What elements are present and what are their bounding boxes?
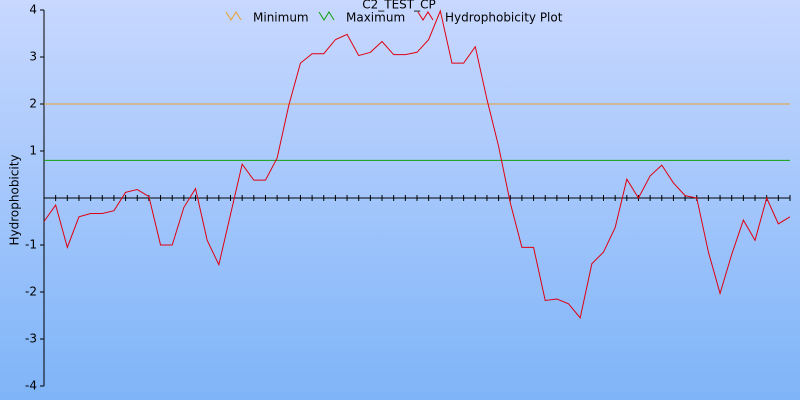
y-tick-label: -1 [25, 238, 37, 252]
legend-label: Maximum [346, 11, 405, 25]
legend-label: Minimum [253, 11, 309, 25]
legend-label: Hydrophobicity Plot [445, 11, 563, 25]
y-tick-label: 3 [29, 50, 37, 64]
legend-icon [318, 11, 335, 21]
chart-title: C2_TEST_CP [362, 0, 436, 12]
data-line [43, 9, 791, 319]
y-tick-label: 4 [29, 3, 37, 17]
legend-icon [225, 11, 242, 21]
legend-icon [417, 11, 434, 21]
y-tick-label: -4 [25, 379, 37, 393]
y-tick-label: -3 [25, 332, 37, 346]
y-tick-label: 1 [29, 144, 37, 158]
y-axis-label: Hydrophobicity [8, 154, 22, 245]
y-tick-label: -2 [25, 285, 37, 299]
y-tick-label: 2 [29, 97, 37, 111]
